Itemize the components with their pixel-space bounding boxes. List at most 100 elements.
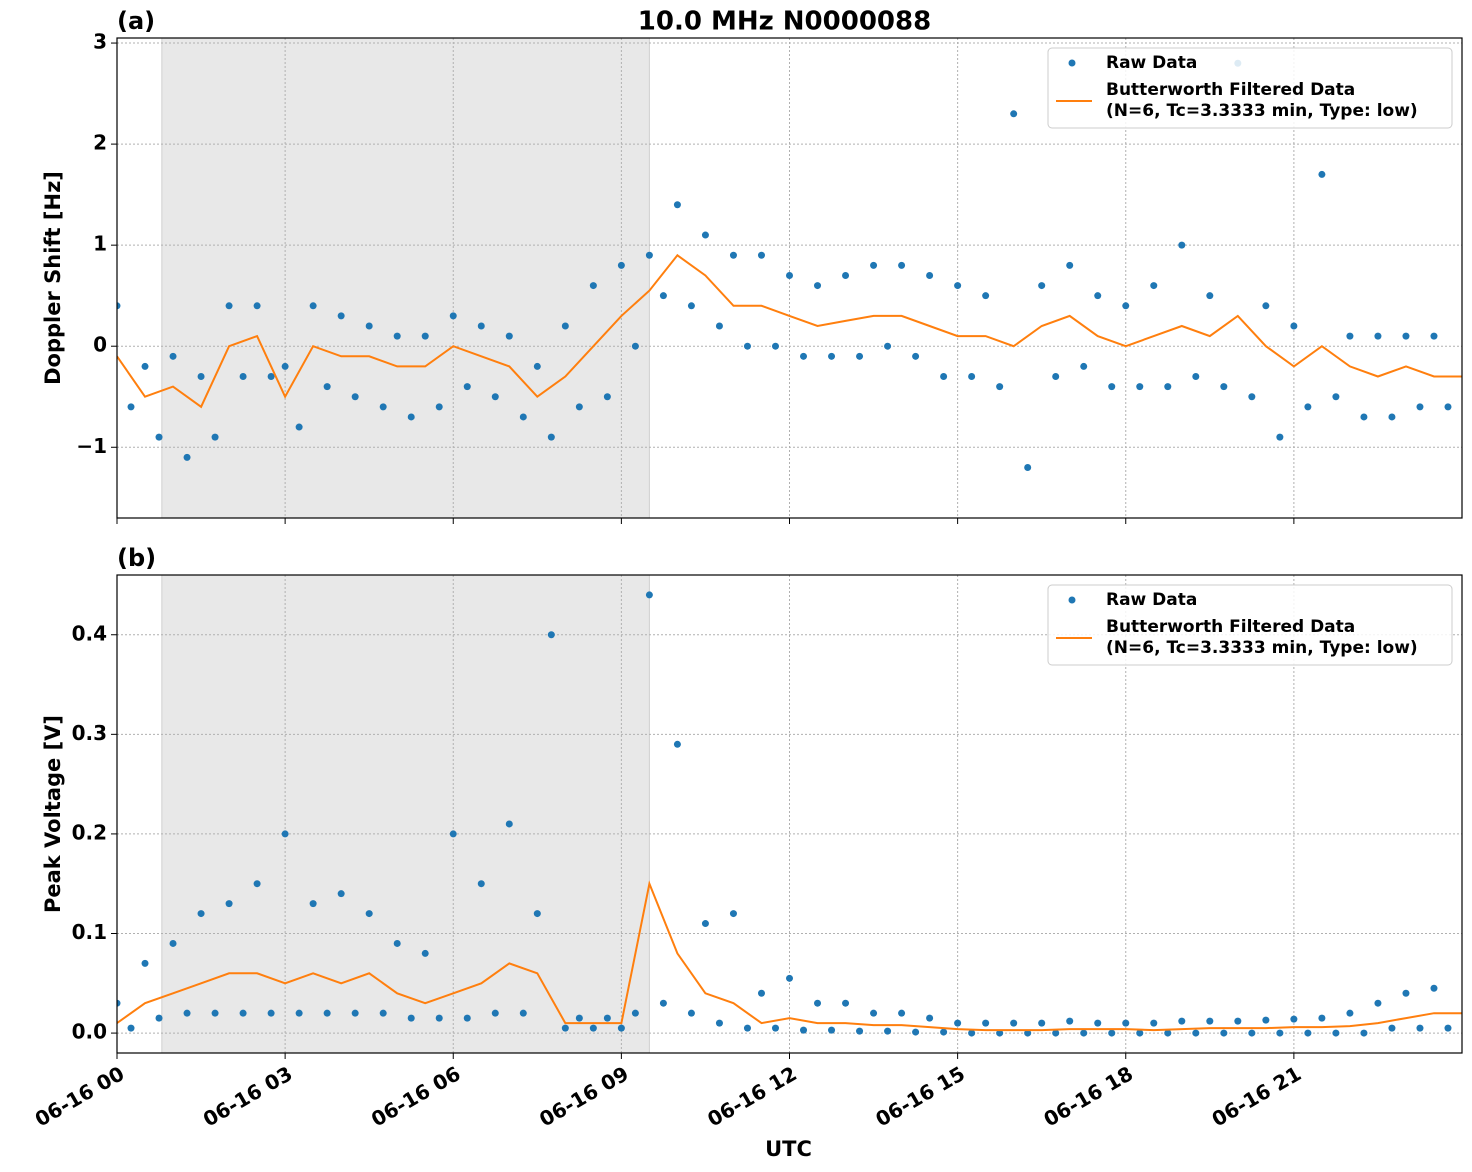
raw-point [757, 251, 765, 259]
raw-point [1402, 332, 1410, 340]
raw-point [117, 999, 121, 1007]
raw-point [117, 302, 121, 310]
raw-point [617, 261, 625, 269]
raw-point [870, 261, 878, 269]
raw-point [954, 1019, 962, 1027]
raw-point [1290, 322, 1298, 330]
legend-marker [1068, 59, 1076, 67]
raw-point [617, 1024, 625, 1032]
raw-point [884, 342, 892, 350]
raw-point [1052, 1029, 1060, 1037]
raw-point [715, 1019, 723, 1027]
raw-point [1192, 373, 1200, 381]
raw-point [505, 820, 513, 828]
raw-point [954, 282, 962, 290]
raw-point [547, 433, 555, 441]
raw-point [1248, 393, 1256, 401]
raw-point [645, 591, 653, 599]
raw-point [253, 302, 261, 310]
raw-point [1276, 1029, 1284, 1037]
raw-point [1220, 383, 1228, 391]
raw-point [393, 332, 401, 340]
raw-point [771, 1024, 779, 1032]
raw-point [1206, 1017, 1214, 1025]
legend-label: Raw Data [1106, 590, 1197, 610]
raw-point [491, 393, 499, 401]
raw-point [828, 352, 836, 360]
raw-point [1066, 261, 1074, 269]
raw-point [926, 1014, 934, 1022]
raw-point [898, 1009, 906, 1017]
raw-point [155, 433, 163, 441]
raw-point [155, 1014, 163, 1022]
raw-point [463, 1014, 471, 1022]
y-tick-label: 0.2 [72, 820, 107, 844]
raw-point [1080, 1029, 1088, 1037]
x-tick-label: 06-16 12 [703, 1061, 801, 1131]
raw-point [884, 1027, 892, 1035]
raw-point [1346, 1009, 1354, 1017]
raw-point [1178, 241, 1186, 249]
raw-point [729, 910, 737, 918]
raw-point [295, 1009, 303, 1017]
raw-point [253, 880, 261, 888]
raw-point [337, 312, 345, 320]
raw-point [267, 1009, 275, 1017]
night-shade [161, 574, 650, 1054]
raw-point [659, 999, 667, 1007]
raw-point [267, 373, 275, 381]
legend-note: (N=6, Tc=3.3333 min, Type: low) [1106, 101, 1418, 121]
raw-point [141, 959, 149, 967]
raw-point [449, 312, 457, 320]
raw-point [1010, 110, 1018, 118]
raw-point [211, 1009, 219, 1017]
raw-point [982, 1019, 990, 1027]
y-tick-label: 3 [93, 30, 107, 54]
raw-point [1136, 1029, 1144, 1037]
raw-point [365, 322, 373, 330]
raw-point [1108, 383, 1116, 391]
filtered-line [117, 253, 1462, 409]
raw-point [211, 433, 219, 441]
plot-frame [116, 37, 1463, 519]
raw-point [786, 271, 793, 279]
raw-point [926, 271, 934, 279]
y-axis-label: Peak Voltage [V] [41, 715, 65, 913]
raw-point [1052, 373, 1060, 381]
raw-point [912, 1028, 920, 1036]
x-tick-label: 06-16 21 [1208, 1061, 1306, 1131]
raw-point [1388, 1024, 1396, 1032]
raw-point [1444, 1024, 1452, 1032]
raw-point [1206, 292, 1214, 300]
raw-point [687, 1009, 695, 1017]
raw-point [547, 631, 555, 639]
raw-point [1038, 282, 1046, 290]
raw-point [687, 302, 695, 310]
raw-point [1220, 1029, 1228, 1037]
raw-point [1416, 1024, 1424, 1032]
raw-point [631, 342, 639, 350]
raw-point [1430, 332, 1438, 340]
raw-point [1066, 1017, 1074, 1025]
legend-box [1047, 47, 1453, 129]
raw-point [505, 332, 513, 340]
raw-point [828, 1026, 836, 1034]
raw-point [856, 1027, 864, 1035]
raw-point [1346, 332, 1354, 340]
raw-point [463, 383, 471, 391]
raw-point [1402, 989, 1410, 997]
raw-point [141, 362, 149, 370]
night-shade [161, 37, 650, 519]
raw-point [814, 999, 822, 1007]
raw-point [295, 423, 303, 431]
raw-point [351, 393, 359, 401]
legend-label: Butterworth Filtered Data [1106, 617, 1355, 637]
raw-point [701, 920, 709, 928]
raw-point [407, 1014, 415, 1022]
raw-point [968, 373, 976, 381]
raw-point [337, 890, 345, 898]
raw-point [351, 1009, 359, 1017]
raw-point [996, 1029, 1004, 1037]
legend-note: (N=6, Tc=3.3333 min, Type: low) [1106, 638, 1418, 658]
raw-point [940, 373, 948, 381]
